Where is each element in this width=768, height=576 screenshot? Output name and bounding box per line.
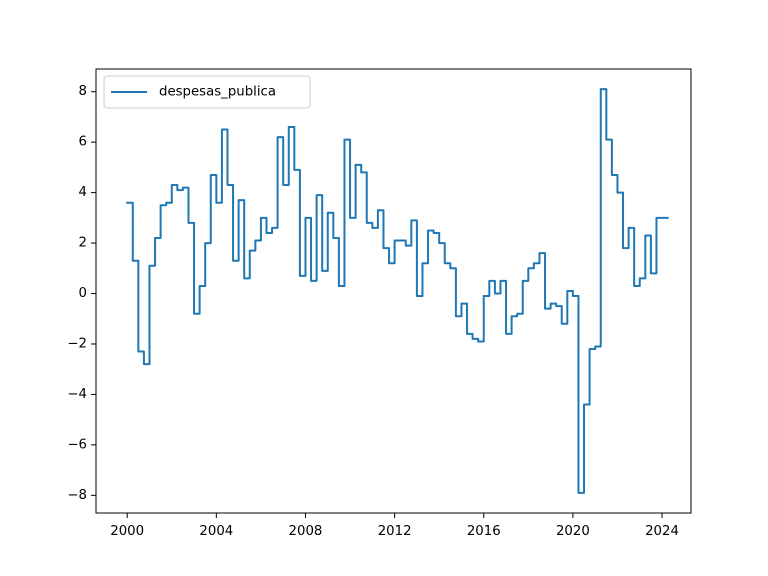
legend: despesas_publica bbox=[103, 75, 311, 109]
x-tick-label: 2012 bbox=[378, 524, 412, 539]
plot-area bbox=[126, 88, 669, 494]
y-tick-label: 2 bbox=[79, 236, 87, 251]
x-tick-label: 2020 bbox=[556, 524, 590, 539]
y-tick-label: 8 bbox=[79, 84, 87, 99]
x-tick-label: 2000 bbox=[110, 524, 144, 539]
y-axis: −8 −6 −4 −2 0 2 4 6 8 bbox=[67, 84, 96, 503]
x-tick-label: 2024 bbox=[645, 524, 679, 539]
y-tick-label: 0 bbox=[79, 286, 87, 301]
y-tick-label: −4 bbox=[67, 387, 87, 402]
legend-label: despesas_publica bbox=[159, 85, 276, 100]
y-tick-label: 6 bbox=[79, 135, 87, 150]
y-tick-label: −6 bbox=[67, 437, 87, 452]
x-tick-label: 2016 bbox=[467, 524, 501, 539]
axes-frame bbox=[95, 68, 692, 514]
x-axis: 2000 2004 2008 2012 2016 2020 2024 bbox=[110, 513, 679, 539]
x-tick-label: 2008 bbox=[289, 524, 323, 539]
x-tick-label: 2004 bbox=[199, 524, 233, 539]
legend-box bbox=[103, 75, 311, 109]
y-tick-label: 4 bbox=[79, 185, 87, 200]
y-tick-label: −8 bbox=[67, 488, 87, 503]
y-tick-label: −2 bbox=[67, 336, 87, 351]
series-line-despesas-publica bbox=[126, 88, 669, 494]
